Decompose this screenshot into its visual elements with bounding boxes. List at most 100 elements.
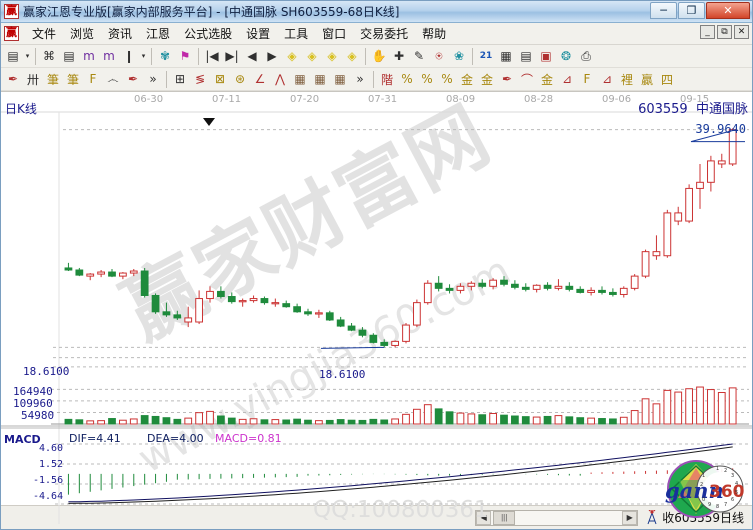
- gold-underline-icon[interactable]: 金: [540, 72, 553, 87]
- flag-icon[interactable]: ⚑: [179, 49, 191, 63]
- arc-icon[interactable]: ⌒: [520, 72, 533, 87]
- diamond-expand-icon[interactable]: ◈: [347, 49, 357, 63]
- pen-bold-icon[interactable]: ✒: [501, 72, 513, 86]
- grid-dense3-icon[interactable]: ▦: [334, 72, 346, 86]
- percent-line-icon[interactable]: %: [401, 72, 413, 86]
- svg-text:360: 360: [709, 482, 745, 502]
- ladder-icon[interactable]: 階: [380, 72, 393, 87]
- copy-globe-icon[interactable]: ❂: [560, 49, 572, 63]
- brain-icon[interactable]: ❀: [453, 49, 465, 63]
- scroll-right-arrow-icon[interactable]: ▶: [622, 510, 638, 525]
- percent-icon[interactable]: %: [421, 72, 433, 86]
- network-chart-icon[interactable]: ⌘: [43, 49, 55, 63]
- kline-3-icon[interactable]: ⅿ: [83, 49, 95, 63]
- cn-li-icon[interactable]: 裡: [620, 72, 633, 87]
- cn-si-icon[interactable]: 四: [660, 72, 673, 87]
- svg-text:1: 1: [702, 473, 705, 479]
- gann-fan-icon[interactable]: ⍟: [435, 48, 443, 63]
- chart-horizontal-scrollbar[interactable]: ◀ ||| ▶: [475, 509, 639, 526]
- box-frame-icon[interactable]: ⊞: [174, 72, 186, 86]
- calculator-icon[interactable]: ▦: [500, 49, 512, 63]
- menu-file[interactable]: 文件: [32, 27, 57, 41]
- compass-draw-icon[interactable]: ✎: [413, 49, 425, 63]
- menu-logo-icon: 赢: [4, 26, 19, 41]
- gold-lines-icon[interactable]: 金: [480, 72, 493, 87]
- next-icon[interactable]: ▶: [267, 49, 277, 63]
- grid-lines-icon[interactable]: 卅: [26, 72, 39, 87]
- maximize-button[interactable]: ❐: [678, 2, 705, 19]
- title-bar: 赢 赢家江恩专业版[赢家内部服务平台] - [中通国脉 SH603559-68日…: [1, 1, 752, 23]
- candle-single-icon[interactable]: ❙: [123, 49, 135, 63]
- diamond-left-icon[interactable]: ◈: [287, 49, 297, 63]
- gann-gold-1-icon[interactable]: 筆: [46, 72, 59, 87]
- prev-icon[interactable]: ◀: [247, 49, 257, 63]
- toolbar-separator: [166, 70, 167, 88]
- pen-red-icon[interactable]: ✒: [127, 72, 139, 86]
- fib-f2-icon[interactable]: F: [583, 72, 591, 86]
- fan-lines-icon[interactable]: ≶: [194, 72, 206, 86]
- save-icon[interactable]: ▣: [540, 49, 552, 63]
- percent-rows-icon[interactable]: %: [441, 72, 453, 86]
- minimize-button[interactable]: ─: [650, 2, 677, 19]
- report-page-icon[interactable]: ▤: [63, 49, 75, 63]
- angle-1-icon[interactable]: ⊿: [561, 72, 573, 86]
- zigzag-icon[interactable]: ⋀: [275, 72, 285, 86]
- menu-window[interactable]: 窗口: [322, 27, 347, 41]
- spiral-icon[interactable]: ෴: [107, 71, 119, 86]
- volume-axis-bottom: 54980: [21, 409, 55, 422]
- menu-settings[interactable]: 设置: [246, 27, 271, 41]
- close-button[interactable]: ✕: [706, 2, 750, 19]
- last-page-icon[interactable]: ▶|: [225, 49, 239, 63]
- stock-code: 603559: [638, 102, 688, 117]
- mdi-minimize-button[interactable]: _: [700, 25, 715, 39]
- volume-axis-top: 164940: [13, 385, 53, 398]
- scroll-thumb[interactable]: |||: [493, 510, 516, 525]
- calendar-layout-icon[interactable]: ▤: [7, 49, 19, 63]
- menu-formula-screen[interactable]: 公式选股: [184, 27, 233, 41]
- gann-square-icon[interactable]: ⊠: [214, 72, 226, 86]
- svg-text:1: 1: [716, 466, 719, 472]
- grid-dense2-icon[interactable]: ▦: [314, 72, 326, 86]
- stock-title: 603559 中通国脉: [638, 98, 748, 117]
- more-tools-icon[interactable]: »: [149, 72, 157, 86]
- menu-help[interactable]: 帮助: [422, 27, 447, 41]
- gann-circle-icon[interactable]: ⊛: [234, 72, 246, 86]
- angle-lines-icon[interactable]: ∠: [254, 72, 266, 86]
- angle-2-icon[interactable]: ⊿: [601, 72, 613, 86]
- app-logo-icon: 赢: [4, 4, 19, 19]
- fib-f-icon[interactable]: F: [89, 72, 97, 86]
- diamond-both-icon[interactable]: ◈: [327, 49, 337, 63]
- chart-area[interactable]: 赢家财富网 www.yingjia360.com QQ:100800361 日K…: [1, 91, 752, 524]
- grid-dense-icon[interactable]: ▦: [294, 72, 306, 86]
- gann-gold-2-icon[interactable]: 筆: [66, 72, 79, 87]
- notes-icon[interactable]: ▤: [520, 49, 532, 63]
- signal-tower-icon: [647, 510, 657, 525]
- hand-pan-icon[interactable]: ✋: [371, 49, 387, 63]
- pen-draw-icon[interactable]: ✒: [7, 72, 19, 86]
- crosshair-icon[interactable]: ✚: [393, 49, 405, 63]
- menu-trade-order[interactable]: 交易委托: [360, 27, 409, 41]
- mdi-close-button[interactable]: ✕: [734, 25, 749, 39]
- menu-news[interactable]: 资讯: [108, 27, 133, 41]
- svg-text:4: 4: [735, 481, 738, 487]
- print-icon[interactable]: ⎙: [581, 48, 591, 63]
- dropdown-caret-icon[interactable]: ▾: [141, 52, 146, 60]
- cn-ying-icon[interactable]: 贏: [640, 72, 653, 87]
- mdi-restore-button[interactable]: ⧉: [717, 25, 732, 39]
- macd-scale-2: -1.56: [33, 475, 64, 486]
- menu-tools[interactable]: 工具: [284, 27, 309, 41]
- diamond-right-icon[interactable]: ◈: [307, 49, 317, 63]
- scroll-left-arrow-icon[interactable]: ◀: [476, 510, 492, 525]
- globe-grid-icon[interactable]: ✾: [159, 49, 171, 63]
- kline-9-icon[interactable]: ⅿ: [103, 49, 115, 63]
- menu-browse[interactable]: 浏览: [70, 27, 95, 41]
- dropdown-caret-icon[interactable]: ▾: [25, 52, 30, 60]
- chart-canvas[interactable]: [1, 92, 752, 524]
- gold-circle-icon[interactable]: 金: [460, 72, 473, 87]
- more-tools-icon[interactable]: »: [356, 72, 364, 86]
- calendar-21-icon[interactable]: 21: [479, 51, 493, 61]
- toolbar-separator: [365, 47, 366, 65]
- first-page-icon[interactable]: |◀: [205, 49, 219, 63]
- menu-gann[interactable]: 江恩: [146, 27, 171, 41]
